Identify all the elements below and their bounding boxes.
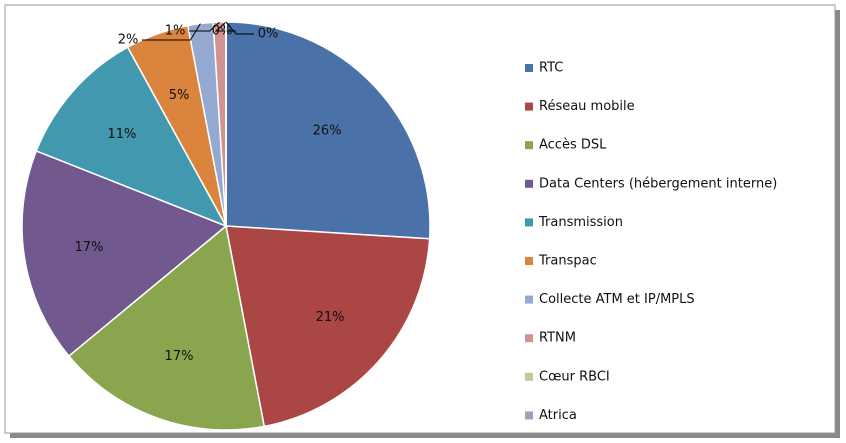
data-label: 11%	[107, 127, 136, 142]
legend-label: Cœur RBCI	[539, 369, 610, 384]
pie-slice	[67, 224, 266, 431]
legend-label: Transpac	[538, 254, 597, 269]
data-label: 1%	[165, 24, 186, 39]
data-label: 21%	[316, 310, 345, 325]
data-label: 17%	[75, 240, 104, 255]
data-label: 0%	[212, 24, 233, 39]
data-label: 0%	[258, 27, 279, 42]
legend-swatch	[525, 411, 533, 420]
legend-swatch	[525, 372, 533, 381]
legend-swatch	[525, 218, 533, 227]
legend-swatch	[525, 295, 533, 304]
legend-swatch	[525, 64, 533, 72]
leader-line	[142, 23, 201, 41]
data-label: 5%	[169, 88, 190, 103]
pie-slice	[35, 46, 228, 228]
legend-swatch	[525, 257, 533, 265]
legend-swatch	[525, 102, 533, 111]
pie-slice	[225, 21, 431, 240]
legend-label: Accès DSL	[539, 138, 607, 153]
legend-label: Atrica	[539, 408, 577, 423]
leader-line	[225, 21, 254, 35]
data-label: 17%	[165, 349, 194, 364]
legend-swatch	[525, 334, 533, 343]
pie-slice	[225, 225, 431, 428]
data-label: 2%	[118, 33, 139, 48]
legend-label: Transmission	[538, 215, 623, 230]
leader-line	[189, 21, 220, 32]
legend-swatch	[525, 179, 533, 188]
legend-label: RTC	[539, 61, 563, 76]
legend-label: Collecte ATM et IP/MPLS	[539, 292, 695, 307]
pie-slice	[21, 149, 228, 358]
leader-line	[214, 21, 236, 32]
legend-label: Réseau mobile	[539, 99, 635, 114]
data-label: 26%	[313, 124, 342, 139]
legend-swatch	[525, 141, 533, 150]
legend-label: Data Centers (hébergement interne)	[539, 176, 777, 191]
legend-label: RTNM	[539, 331, 576, 346]
